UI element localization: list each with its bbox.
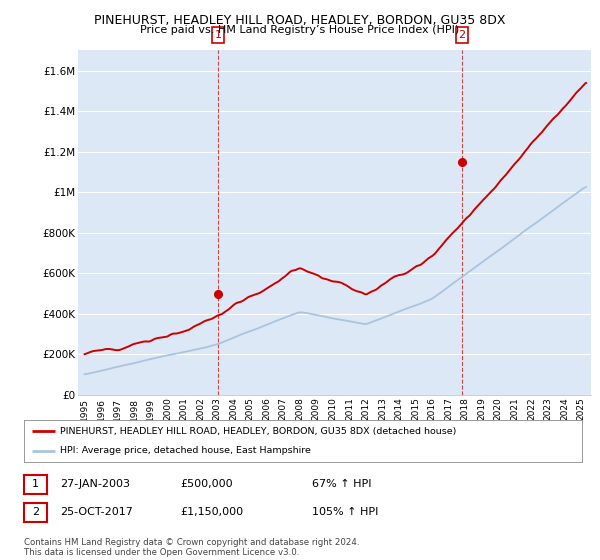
Text: 1: 1 <box>215 30 221 40</box>
Text: £500,000: £500,000 <box>180 479 233 489</box>
Text: Price paid vs. HM Land Registry’s House Price Index (HPI): Price paid vs. HM Land Registry’s House … <box>140 25 460 35</box>
Text: 1: 1 <box>32 479 39 489</box>
Text: 2: 2 <box>458 30 466 40</box>
Text: 105% ↑ HPI: 105% ↑ HPI <box>312 507 379 517</box>
Text: £1,150,000: £1,150,000 <box>180 507 243 517</box>
Text: 27-JAN-2003: 27-JAN-2003 <box>60 479 130 489</box>
Text: Contains HM Land Registry data © Crown copyright and database right 2024.
This d: Contains HM Land Registry data © Crown c… <box>24 538 359 557</box>
Text: 25-OCT-2017: 25-OCT-2017 <box>60 507 133 517</box>
Text: HPI: Average price, detached house, East Hampshire: HPI: Average price, detached house, East… <box>60 446 311 455</box>
Text: 67% ↑ HPI: 67% ↑ HPI <box>312 479 371 489</box>
Text: PINEHURST, HEADLEY HILL ROAD, HEADLEY, BORDON, GU35 8DX (detached house): PINEHURST, HEADLEY HILL ROAD, HEADLEY, B… <box>60 427 457 436</box>
Text: PINEHURST, HEADLEY HILL ROAD, HEADLEY, BORDON, GU35 8DX: PINEHURST, HEADLEY HILL ROAD, HEADLEY, B… <box>94 14 506 27</box>
Text: 2: 2 <box>32 507 39 517</box>
